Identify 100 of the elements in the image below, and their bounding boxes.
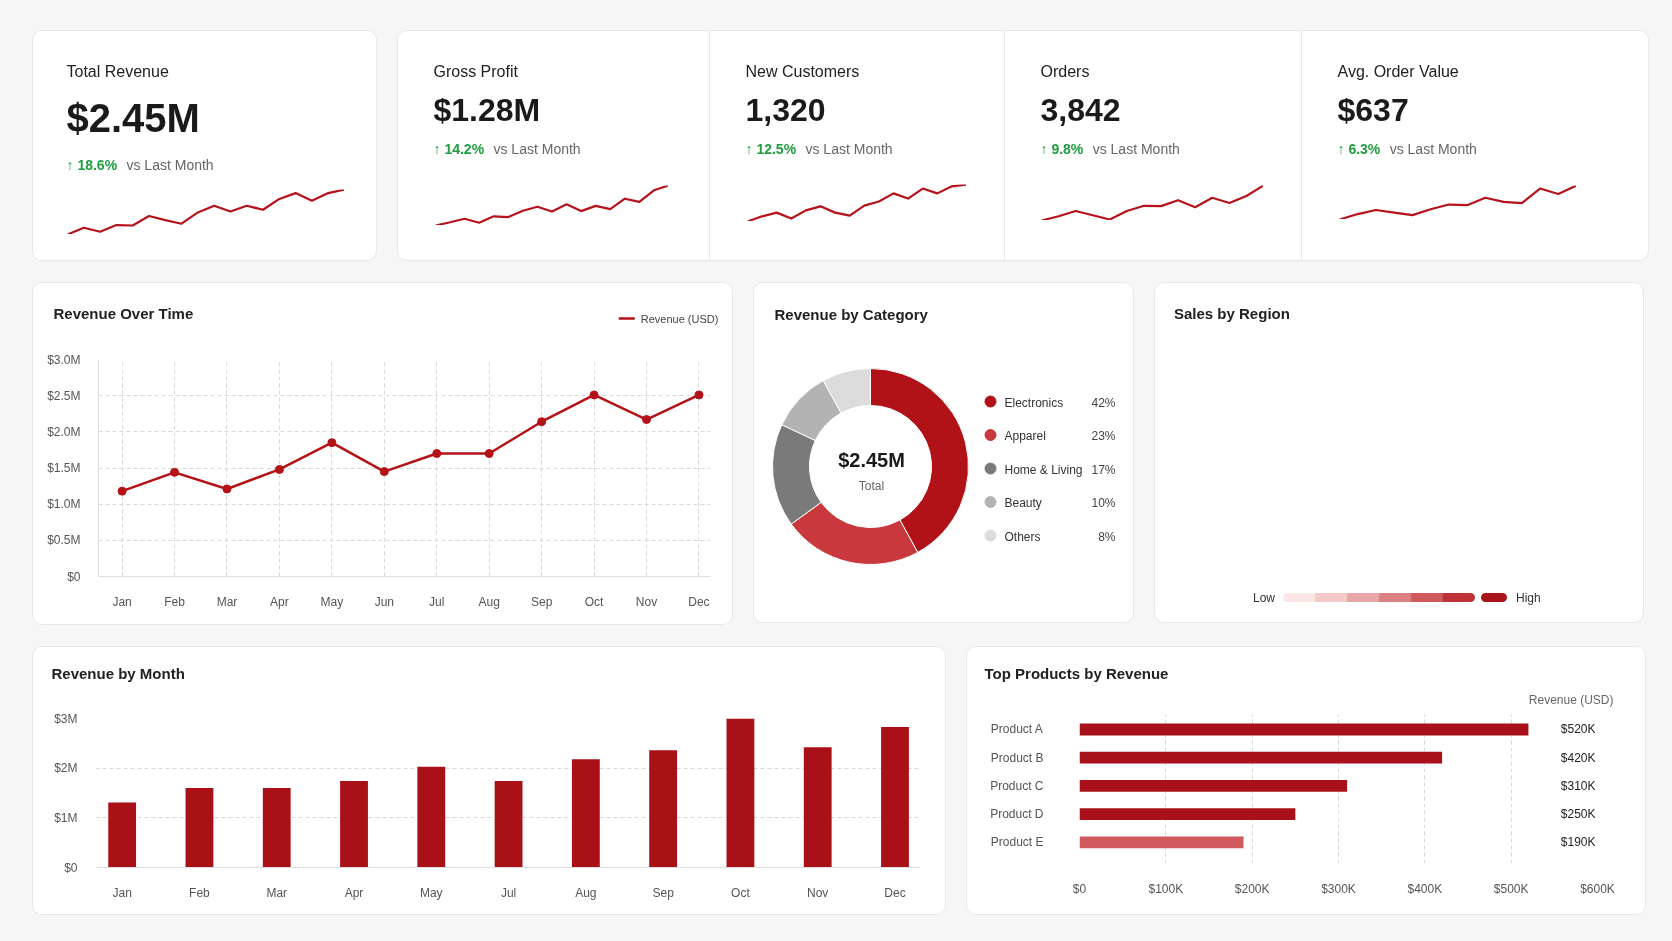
bar <box>571 759 600 868</box>
y-tick-label: Product E <box>990 835 1044 850</box>
x-tick-label: $100K <box>1148 881 1184 896</box>
text: High <box>1516 590 1541 607</box>
point <box>694 390 704 400</box>
data-label: $420K <box>1560 750 1596 765</box>
x-tick-label: Feb <box>164 594 186 609</box>
y-tick-label: $2M <box>54 761 78 776</box>
bar <box>1079 808 1296 821</box>
point <box>379 467 389 477</box>
text: Low <box>1252 590 1275 607</box>
x-tick-label: $0 <box>1072 881 1087 896</box>
bar <box>417 766 446 868</box>
legend-label: Revenue (USD) <box>640 312 719 325</box>
text: Gross Profit <box>433 63 519 80</box>
legend-label: Electronics <box>1004 395 1064 410</box>
x-tick-label: Aug <box>575 885 597 900</box>
point <box>327 438 337 448</box>
y-tick-label: Product C <box>990 778 1044 793</box>
x-tick-label: Jul <box>500 885 517 900</box>
x-tick-label: Feb <box>189 885 211 900</box>
data-label: 23% <box>1091 429 1116 443</box>
text: vs Last Month <box>1092 140 1180 157</box>
x-tick-label: Jan <box>112 885 132 900</box>
chart-title: Top Products by Revenue <box>984 665 1169 682</box>
bar <box>803 747 832 868</box>
x-tick-label: $400K <box>1407 881 1443 896</box>
bar <box>1079 836 1244 849</box>
x-tick-label: Oct <box>584 594 605 609</box>
x-tick-label: $600K <box>1580 881 1615 896</box>
point <box>222 484 232 494</box>
text: Total <box>858 478 885 493</box>
text: vs Last Month <box>805 140 893 157</box>
x-tick-label: Jan <box>112 594 132 609</box>
text: 3,842 <box>1040 91 1121 128</box>
bar <box>185 788 214 868</box>
data-label: 42% <box>1091 395 1116 410</box>
y-tick-label: Product A <box>990 722 1043 737</box>
text: $1.28M <box>433 91 541 128</box>
text: Revenue (USD) <box>1528 692 1614 707</box>
point <box>537 417 547 427</box>
text: $2.45M <box>66 95 200 140</box>
bar <box>340 781 368 868</box>
legend-label: Home & Living <box>1004 462 1083 477</box>
y-tick-label: $0.5M <box>47 533 81 548</box>
y-tick-label: $3M <box>54 711 78 726</box>
x-tick-label: Mar <box>216 594 238 609</box>
text: vs Last Month <box>126 156 214 173</box>
x-tick-label: $300K <box>1321 881 1356 896</box>
text: vs Last Month <box>1389 140 1477 157</box>
x-tick-label: $500K <box>1493 881 1529 896</box>
text: ↑ 9.8% <box>1040 140 1084 157</box>
data-label: $250K <box>1560 807 1596 822</box>
y-tick-label: $3.0M <box>47 352 81 367</box>
text: ↑ 14.2% <box>433 140 485 157</box>
x-tick-label: Mar <box>266 885 288 900</box>
data-label: 10% <box>1091 496 1116 510</box>
point <box>642 415 652 425</box>
point <box>170 467 180 477</box>
y-tick-label: Product D <box>990 807 1044 822</box>
legend-label: Others <box>1004 529 1041 544</box>
text: Avg. Order Value <box>1337 63 1459 80</box>
legend-label: Apparel <box>1004 429 1046 443</box>
chart-title: Revenue by Month <box>51 665 185 682</box>
bar <box>1079 751 1443 764</box>
data-label: $520K <box>1560 722 1596 737</box>
x-tick-label: May <box>320 594 344 609</box>
x-tick-label: Sep <box>530 594 553 609</box>
data-label: $310K <box>1560 778 1596 793</box>
bar <box>494 781 523 868</box>
text: ↑ 18.6% <box>66 156 118 173</box>
bar <box>108 802 137 868</box>
text: Total Revenue <box>66 63 169 80</box>
y-tick-label: $1M <box>54 810 78 825</box>
point <box>484 449 494 459</box>
text: Sales by Region <box>1174 304 1290 324</box>
chart-title: Revenue Over Time <box>53 305 194 322</box>
x-tick-label: May <box>419 885 443 900</box>
text: vs Last Month <box>493 140 581 157</box>
x-tick-label: Jun <box>374 594 394 609</box>
point <box>117 486 127 496</box>
text: New Customers <box>745 63 860 80</box>
text: ↑ 6.3% <box>1337 140 1381 157</box>
y-tick-label: $0 <box>64 860 78 875</box>
bar <box>726 718 755 868</box>
text: $637 <box>1337 91 1409 128</box>
bar <box>649 750 678 868</box>
x-tick-label: Apr <box>270 594 289 609</box>
text: 1,320 <box>745 91 826 128</box>
text: Orders <box>1040 63 1090 80</box>
x-tick-label: Dec <box>884 885 906 900</box>
y-tick-label: $2.5M <box>47 388 81 403</box>
x-tick-label: Jul <box>429 594 445 609</box>
x-tick-label: Apr <box>344 885 364 900</box>
chart-title: Revenue by Category <box>774 306 929 323</box>
y-tick-label: $2.0M <box>47 424 81 439</box>
text: $2.45M <box>838 448 905 471</box>
y-tick-label: Product B <box>990 750 1044 765</box>
y-tick-label: $0 <box>67 569 81 584</box>
text: ↑ 12.5% <box>745 140 797 157</box>
